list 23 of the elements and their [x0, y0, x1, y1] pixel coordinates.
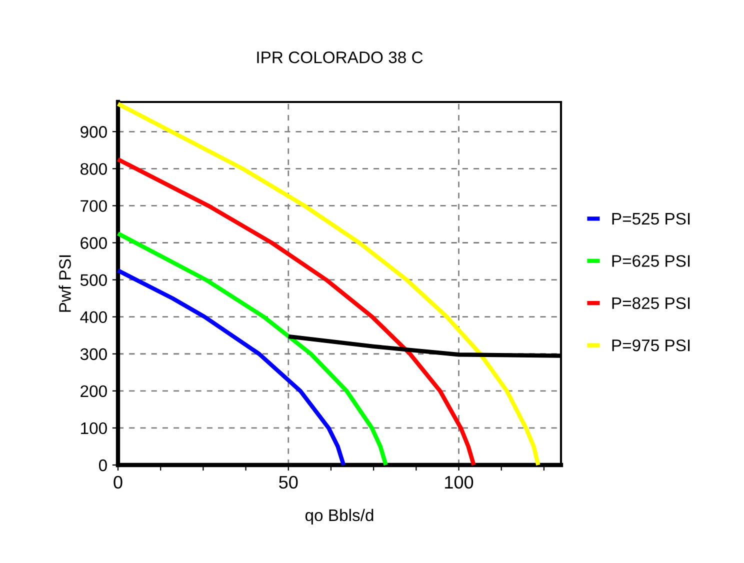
chart-title: IPR COLORADO 38 C — [257, 51, 423, 64]
x-tick-label: 50 — [279, 476, 298, 489]
y-tick-label: 400 — [80, 311, 107, 324]
y-tick-label: 900 — [80, 126, 107, 138]
y-tick-label: 500 — [80, 274, 107, 286]
x-tick-label: 0 — [114, 476, 122, 489]
y-tick-label: 200 — [80, 385, 107, 398]
y-tick-label: 700 — [80, 200, 107, 212]
x-tick-label: 100 — [445, 476, 474, 489]
legend-label: P=825 PSI — [612, 297, 690, 310]
legend-label: P=975 PSI — [612, 339, 690, 352]
legend-label: P=525 PSI — [612, 212, 690, 225]
y-tick-label: 800 — [80, 163, 107, 175]
line-series — [116, 268, 346, 468]
line-series — [116, 231, 388, 468]
legend-label: P=625 PSI — [612, 255, 690, 267]
y-tick-label: 100 — [81, 422, 107, 434]
y-tick-label: 0 — [98, 459, 107, 472]
y-tick-label: 300 — [80, 348, 107, 360]
line-series — [116, 157, 476, 468]
y-tick-label: 600 — [80, 237, 107, 249]
y-axis-title: Pwf PSI — [58, 255, 71, 312]
x-axis-title: qo Bbls/d — [305, 508, 374, 524]
